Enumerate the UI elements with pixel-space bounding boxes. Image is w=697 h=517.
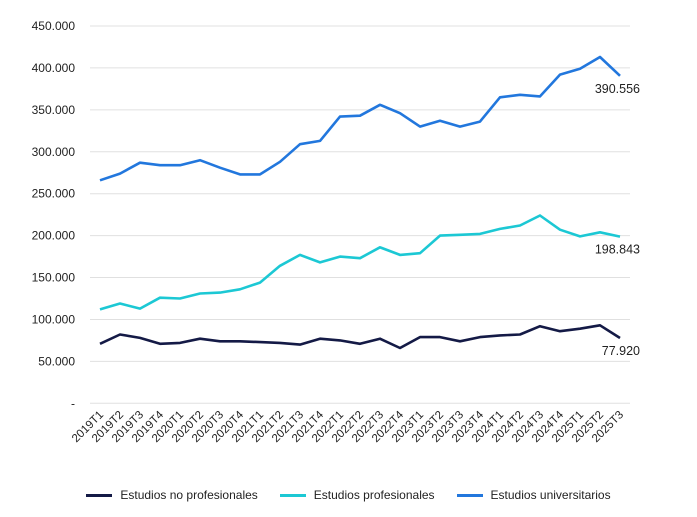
y-tick-label: - <box>71 396 75 410</box>
line-chart: - 50.000 100.000 150.000 200.000 250.000 300.0… <box>32 19 640 445</box>
y-tick-label: 350.000 <box>32 103 76 117</box>
y-tick-label: 50.000 <box>38 354 75 368</box>
y-tick-label: 400.000 <box>32 61 76 75</box>
end-data-label: 390.556 <box>595 82 640 96</box>
y-tick-label: 300.000 <box>32 145 76 159</box>
legend-label: Estudios universitarios <box>490 488 611 502</box>
series-line <box>99 323 621 350</box>
end-data-label: 198.843 <box>595 243 640 257</box>
legend-swatch <box>456 493 483 497</box>
y-tick-label: 100.000 <box>32 312 76 326</box>
legend-item-universitarios: Estudios universitarios <box>456 488 611 502</box>
legend-item-no-profesionales: Estudios no profesionales <box>86 488 258 502</box>
y-tick-label: 150.000 <box>32 271 76 285</box>
end-data-label: 77.920 <box>602 344 640 358</box>
y-tick-label: 450.000 <box>32 19 76 33</box>
series-line <box>99 214 621 311</box>
legend-label: Estudios profesionales <box>313 488 435 502</box>
y-tick-label: 250.000 <box>32 187 76 201</box>
legend-item-profesionales: Estudios profesionales <box>279 488 435 502</box>
legend-label: Estudios no profesionales <box>120 488 258 502</box>
legend-swatch <box>86 493 113 497</box>
y-tick-label: 200.000 <box>32 229 76 243</box>
legend-swatch <box>279 493 306 497</box>
series-line <box>99 55 621 182</box>
legend: Estudios no profesionales Estudios profe… <box>0 488 697 502</box>
